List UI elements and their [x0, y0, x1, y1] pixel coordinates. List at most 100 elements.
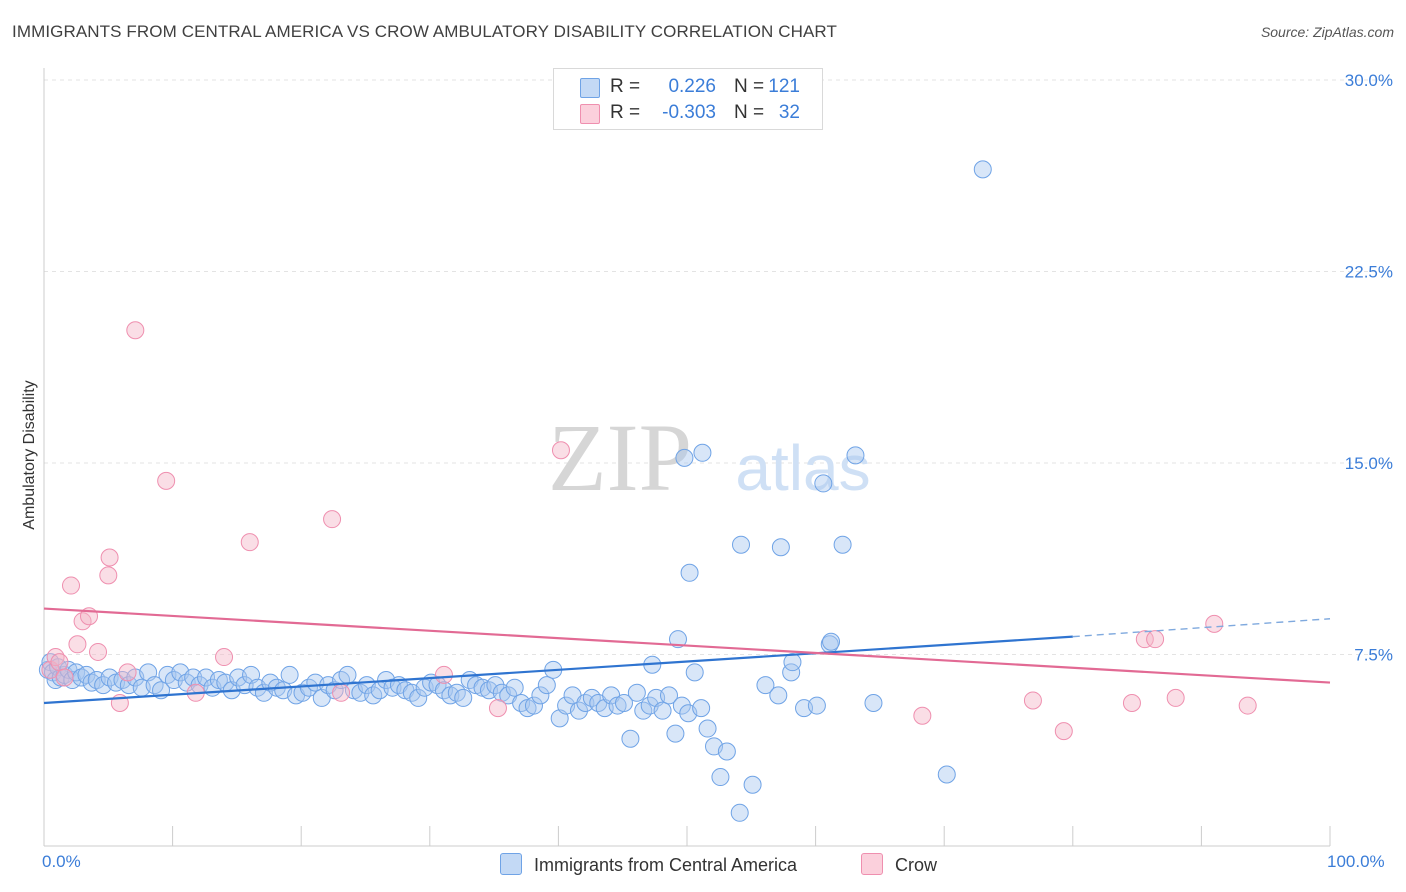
data-point-immigrants [653, 701, 672, 720]
data-point-immigrants [82, 673, 101, 692]
data-point-immigrants [409, 688, 428, 707]
y-tick-label: 30.0% [1345, 71, 1393, 90]
trend-lines [43, 607, 1331, 705]
data-point-immigrants [685, 663, 704, 682]
data-point-immigrants [454, 688, 473, 707]
data-point-crow [1205, 614, 1224, 633]
data-point-crow [1146, 630, 1165, 649]
watermark-atlas: atlas [735, 432, 870, 504]
data-point-immigrants [486, 676, 505, 695]
data-point-immigrants [693, 443, 712, 462]
stats-n-value: 32 [778, 102, 800, 123]
data-point-immigrants [569, 701, 588, 720]
stats-n-label: N = [734, 76, 765, 97]
legend: Immigrants from Central America Crow [0, 851, 1406, 879]
data-point-crow [68, 635, 87, 654]
stats-r-label: R = [610, 76, 641, 97]
data-point-immigrants [730, 803, 749, 822]
data-point-immigrants [846, 446, 865, 465]
legend-label-crow: Crow [895, 855, 938, 875]
x-tick-min: 0.0% [42, 852, 81, 871]
data-point-immigrants [822, 632, 841, 651]
data-point-crow [89, 642, 108, 661]
data-point-crow [240, 533, 259, 552]
trend-line-immigrants-extension [1072, 618, 1331, 638]
data-point-immigrants [659, 686, 678, 705]
data-point-crow [126, 321, 145, 340]
data-point-crow [157, 471, 176, 490]
data-point-immigrants [814, 474, 833, 493]
data-point-immigrants [531, 686, 550, 705]
data-point-immigrants [668, 630, 687, 649]
y-tick-label: 15.0% [1345, 454, 1393, 473]
data-point-immigrants [666, 724, 685, 743]
data-point-crow [55, 668, 74, 687]
data-point-immigrants [807, 696, 826, 715]
data-point-crow [323, 510, 342, 529]
y-axis-label: Ambulatory Disability [21, 380, 38, 530]
stats-r-label: R = [610, 102, 641, 123]
data-point-crow [62, 576, 81, 595]
data-point-crow [1023, 691, 1042, 710]
data-point-immigrants [783, 653, 802, 672]
data-point-crow [50, 653, 69, 672]
data-point-crow [551, 441, 570, 460]
legend-item-crow[interactable]: Crow [861, 853, 937, 876]
data-point-immigrants [537, 676, 556, 695]
data-point-immigrants [864, 694, 883, 713]
data-point-crow [1135, 630, 1154, 649]
stats-n-value: 121 [768, 76, 800, 97]
data-point-crow [100, 548, 119, 567]
y-tick-labels: 7.5% 15.0% 22.5% 30.0% [1345, 71, 1393, 665]
data-point-immigrants [621, 729, 640, 748]
data-point-immigrants [732, 535, 751, 554]
source-credit: Source: ZipAtlas.com [1260, 24, 1394, 40]
data-point-crow [118, 663, 137, 682]
chart-title: IMMIGRANTS FROM CENTRAL AMERICA VS CROW … [12, 22, 837, 41]
stats-r-value: 0.226 [668, 76, 716, 97]
data-point-crow [99, 566, 118, 585]
data-point-immigrants [627, 683, 646, 702]
data-point-immigrants [680, 563, 699, 582]
series-immigrants-points [38, 160, 992, 822]
y-tick-label: 22.5% [1345, 263, 1393, 282]
data-point-immigrants [698, 719, 717, 738]
data-point-immigrants [717, 742, 736, 761]
data-point-immigrants [973, 160, 992, 179]
stats-row-immigrants: R = 0.226 N = 121 [554, 75, 822, 101]
data-point-crow [1166, 688, 1185, 707]
data-point-immigrants [711, 768, 730, 787]
data-point-immigrants [505, 678, 524, 697]
data-point-crow [332, 683, 351, 702]
data-point-immigrants [524, 696, 543, 715]
stats-box: R = 0.226 N = 121 R = -0.303 N = 32 [553, 68, 823, 130]
axes [43, 68, 1331, 847]
trend-line-crow [43, 607, 1331, 684]
legend-item-immigrants[interactable]: Immigrants from Central America [500, 853, 797, 876]
data-point-crow [1054, 722, 1073, 741]
watermark: ZIP atlas [548, 404, 871, 511]
data-point-immigrants [675, 448, 694, 467]
stats-swatch-crow [580, 104, 600, 124]
data-point-crow [1238, 696, 1257, 715]
data-point-crow [215, 648, 234, 667]
data-point-immigrants [280, 665, 299, 684]
data-point-crow [913, 706, 932, 725]
legend-swatch-crow [861, 853, 883, 875]
stats-n-label: N = [734, 102, 765, 123]
data-point-immigrants [833, 535, 852, 554]
data-point-immigrants [756, 676, 775, 695]
legend-label-immigrants: Immigrants from Central America [534, 855, 798, 875]
data-point-immigrants [937, 765, 956, 784]
watermark-zip: ZIP [548, 404, 692, 511]
stats-swatch-immigrants [580, 78, 600, 98]
data-point-immigrants [769, 686, 788, 705]
stats-r-value: -0.303 [662, 102, 716, 123]
data-point-immigrants [743, 775, 762, 794]
data-point-crow [434, 665, 453, 684]
trend-line-immigrants [43, 635, 1073, 705]
gridlines [44, 79, 1392, 655]
x-tick-max: 100.0% [1327, 852, 1385, 871]
data-point-immigrants [67, 663, 86, 682]
